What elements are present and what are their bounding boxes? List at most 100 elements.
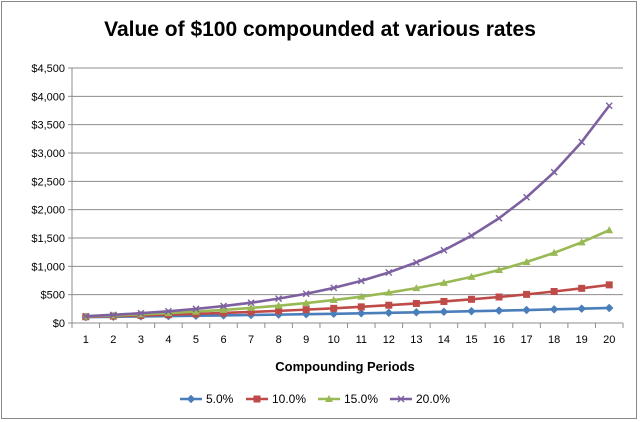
y-tick-label: $4,000 <box>31 91 65 103</box>
x-tick-label: 4 <box>165 334 171 346</box>
y-tick-label: $3,500 <box>31 120 65 132</box>
legend-item: 20.0% <box>390 392 450 406</box>
data-point-marker <box>247 303 256 311</box>
data-point-marker <box>467 232 475 240</box>
x-tick-label: 3 <box>138 334 144 346</box>
data-point-marker <box>302 290 310 298</box>
x-tick-label: 7 <box>248 334 254 346</box>
data-point-marker <box>550 168 558 176</box>
data-point-marker <box>191 307 200 315</box>
data-point-marker <box>495 293 503 301</box>
data-point-marker <box>325 395 333 402</box>
data-point-marker <box>495 265 504 273</box>
x-tick-label: 5 <box>193 334 199 346</box>
y-tick-label: $2,500 <box>31 176 65 188</box>
series-group <box>82 102 613 320</box>
data-point-marker <box>604 303 614 313</box>
x-tick-label: 18 <box>548 334 560 346</box>
data-point-marker <box>495 214 503 222</box>
data-point-marker <box>549 304 559 314</box>
data-point-marker <box>330 304 338 312</box>
data-point-marker <box>274 301 283 309</box>
x-tick-label: 13 <box>410 334 422 346</box>
data-point-marker <box>247 308 255 316</box>
data-point-marker <box>605 226 614 234</box>
data-point-marker <box>523 290 531 298</box>
x-tick-label: 19 <box>576 334 588 346</box>
data-point-marker <box>439 307 449 317</box>
data-point-marker <box>578 284 586 292</box>
y-tick-label: $1,000 <box>31 261 65 273</box>
data-point-marker <box>302 306 310 314</box>
data-point-marker <box>302 299 311 307</box>
legend-item: 10.0% <box>246 392 306 406</box>
data-point-marker <box>412 284 421 292</box>
x-tick-label: 11 <box>356 334 367 346</box>
y-tick-label: $2,000 <box>31 205 65 217</box>
legend-label: 10.0% <box>272 392 306 406</box>
data-point-marker <box>186 394 196 404</box>
data-point-marker <box>467 306 476 316</box>
data-point-marker <box>440 297 448 305</box>
data-point-marker <box>550 248 559 256</box>
data-point-marker <box>467 272 476 280</box>
data-point-marker <box>220 302 228 310</box>
data-point-marker <box>522 258 531 266</box>
data-point-marker <box>384 308 394 318</box>
data-point-marker <box>329 296 338 304</box>
gridlines <box>72 67 623 296</box>
data-point-marker <box>385 301 393 309</box>
series-line <box>85 306 610 319</box>
data-point-marker <box>330 284 338 292</box>
data-point-marker <box>357 277 365 285</box>
legend: 5.0% 10.0% 15.0% 20.0% <box>180 392 450 406</box>
data-point-marker <box>275 295 283 303</box>
data-point-marker <box>275 307 283 315</box>
y-tick-label: $500 <box>41 290 65 302</box>
series-line <box>85 104 611 318</box>
y-tick-label: $4,500 <box>31 63 65 75</box>
x-tick-label: 1 <box>83 334 89 346</box>
y-tick-label: $0 <box>53 318 65 330</box>
data-point-marker <box>82 312 90 320</box>
axes: $0 $500 $1,000 $1,500 $2,000 $2,500 $3,000 $3,5… <box>31 63 624 346</box>
data-point-marker <box>164 309 173 317</box>
data-point-marker <box>494 306 504 316</box>
data-point-marker <box>412 258 420 266</box>
x-tick-label: 6 <box>220 334 226 346</box>
data-point-marker <box>412 299 420 307</box>
data-point-marker <box>357 292 366 300</box>
data-point-marker <box>220 309 228 317</box>
data-point-marker <box>247 299 255 307</box>
x-tick-label: 14 <box>438 334 450 346</box>
legend-label: 5.0% <box>206 392 234 406</box>
data-point-marker <box>550 287 558 295</box>
data-point-marker <box>164 307 172 315</box>
x-tick-label: 8 <box>276 334 282 346</box>
data-point-marker <box>605 102 613 110</box>
data-point-marker <box>523 193 531 201</box>
data-point-marker <box>219 305 228 313</box>
legend-item: 5.0% <box>180 392 234 406</box>
data-point-marker <box>397 395 405 403</box>
data-point-marker <box>357 303 365 311</box>
series-layer <box>81 102 614 322</box>
x-tick-label: 17 <box>520 334 532 346</box>
data-point-marker <box>522 305 531 315</box>
legend-label: 15.0% <box>344 392 378 406</box>
x-tick-label: 10 <box>328 334 340 346</box>
y-tick-label: $1,500 <box>31 233 65 245</box>
x-tick-label: 12 <box>383 334 395 346</box>
data-point-marker <box>412 307 421 317</box>
data-point-marker <box>577 304 587 314</box>
x-tick-label: 2 <box>110 334 116 346</box>
legend-label: 20.0% <box>416 392 450 406</box>
data-point-marker <box>253 395 261 403</box>
data-point-marker <box>192 305 200 313</box>
series-line <box>85 283 610 319</box>
chart-title: Value of $100 compounded at various rate… <box>104 18 536 41</box>
series-line <box>85 229 610 318</box>
data-point-marker <box>109 311 117 319</box>
